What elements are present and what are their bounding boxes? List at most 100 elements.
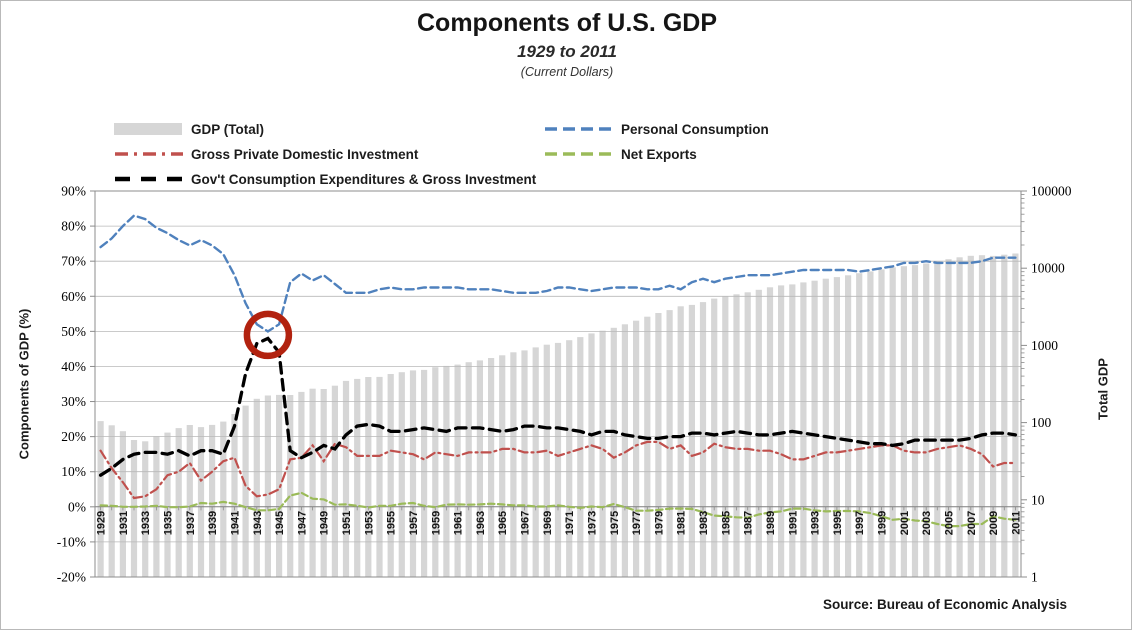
gdp-total-bar: [365, 377, 372, 577]
gdp-total-bar: [778, 285, 785, 577]
x-axis-year-label: 1953: [363, 511, 375, 535]
gdp-total-bar: [488, 358, 495, 577]
x-axis-year-label: 1987: [743, 511, 755, 535]
gdp-total-bar: [108, 425, 115, 577]
gdp-total-bar: [599, 330, 606, 577]
gdp-total-bar: [990, 255, 997, 577]
gdp-total-bar: [264, 395, 271, 577]
x-axis-year-label: 1955: [386, 511, 398, 535]
gdp-total-bar: [800, 282, 807, 577]
left-axis-tick-label: 30%: [61, 394, 86, 409]
x-axis-year-label: 1943: [252, 511, 264, 535]
left-axis-tick-label: -20%: [57, 570, 86, 585]
gdp-total-bar: [911, 265, 919, 577]
gdp-total-bar: [633, 320, 640, 577]
gdp-total-bar: [97, 421, 104, 577]
chart-subtitle-units: (Current Dollars): [520, 65, 614, 79]
highlight-circle-annotation: [243, 310, 293, 360]
gdp-total-bar: [978, 255, 986, 577]
left-axis-tick-label: 20%: [61, 429, 86, 444]
gdp-total-bar: [934, 261, 941, 577]
gdp-total-bar: [320, 389, 327, 577]
x-axis-year-label: 1949: [319, 511, 331, 535]
gdp-total-bar: [465, 362, 472, 577]
x-axis-year-label: 1957: [408, 511, 420, 535]
x-axis-year-label: 2007: [966, 511, 978, 535]
x-axis-year-label: 1997: [854, 511, 866, 535]
legend-item-gdp-total: GDP (Total): [114, 121, 264, 137]
gdp-total-bar: [287, 395, 294, 577]
net-exports-swatch: [545, 152, 613, 156]
gdp-total-bar: [577, 337, 584, 577]
x-axis-year-label: 1995: [832, 511, 844, 535]
left-axis-tick-label: 70%: [61, 254, 86, 269]
gdp-total-bar: [242, 405, 249, 577]
gdp-total-bar: [376, 376, 383, 577]
x-axis-year-label: 1933: [140, 511, 152, 535]
legend-label: Net Exports: [621, 146, 697, 162]
gdp-total-bar: [543, 344, 550, 577]
legend-item-personal-consumption: Personal Consumption: [544, 121, 769, 137]
x-axis-year-label: 1979: [653, 511, 665, 535]
x-axis-year-label: 2009: [988, 511, 1000, 535]
gdp-total-bar: [967, 255, 974, 578]
gdp-total-bar: [833, 277, 840, 577]
axes-group: [90, 190, 1027, 578]
chart-title: Components of U.S. GDP: [417, 9, 717, 37]
gdp-total-bar: [621, 324, 628, 577]
gdp-total-bar: [945, 259, 952, 577]
series-line-gross-private-domestic-investment: [99, 440, 1017, 500]
right-axis-tick-label: 1000: [1031, 338, 1058, 353]
annotation-group: [243, 310, 293, 360]
plot-frame: [94, 190, 1022, 578]
left-axis-tick-label: 10%: [61, 464, 86, 479]
gdp-total-bar: [532, 347, 539, 577]
gdp-total-bar: [253, 398, 260, 577]
gdp-total-bar: [521, 350, 528, 577]
government-swatch: [115, 176, 183, 182]
gdp-total-bar: [856, 273, 863, 577]
gdp-total-bar: [209, 424, 216, 577]
gdp-total-bar: [331, 385, 338, 577]
gdp-total-bar: [610, 327, 617, 577]
x-axis-year-label: 1981: [676, 511, 688, 535]
x-axis-year-label: 1947: [296, 511, 308, 535]
x-axis-year-label: 1945: [274, 511, 286, 535]
gdp-total-bar: [822, 278, 829, 577]
left-axis-tick-label: 80%: [61, 219, 86, 234]
legend-item-government: Gov't Consumption Expenditures & Gross I…: [114, 171, 536, 187]
gdp-total-bar: [454, 364, 461, 577]
gdp-total-bar: [231, 414, 238, 577]
gdp-total-swatch: [114, 123, 182, 135]
tick-labels-group: 90% 80% 70% 60% 50% 40% 30% 20% 10% 0% -10% -20% 100…: [57, 184, 1072, 585]
gdp-total-bar: [766, 287, 774, 577]
x-axis-year-label: 1965: [497, 511, 509, 535]
x-axis-year-label: 1969: [542, 511, 554, 535]
x-axis-year-label: 1959: [430, 511, 442, 535]
gdp-total-bar: [421, 369, 428, 577]
gdp-total-bar: [655, 313, 662, 577]
legend-label: Personal Consumption: [621, 121, 769, 137]
gdp-total-bar: [220, 421, 227, 577]
gdp-total-bar: [1012, 253, 1019, 577]
gdp-total-bar: [666, 310, 673, 577]
gdp-total-bar: [711, 298, 718, 577]
gdp-total-bar: [1001, 254, 1008, 577]
gdp-total-bar: [867, 271, 874, 577]
gdp-total-bar: [733, 294, 740, 577]
x-axis-year-label: 2011: [1010, 511, 1022, 535]
gdp-total-bar: [387, 374, 394, 577]
x-axis-year-label: 1999: [877, 511, 889, 535]
x-axis-year-label: 1989: [765, 511, 777, 535]
legend-item-private-investment: Gross Private Domestic Investment: [114, 146, 418, 162]
x-axis-year-label: 1963: [475, 511, 487, 535]
gdp-total-bar: [688, 304, 695, 577]
x-axis-year-label: 1941: [230, 511, 242, 535]
x-axis-year-label: 2005: [944, 511, 956, 535]
series-line-net-exports: [99, 491, 1017, 528]
series-line-personal-consumption: [99, 214, 1017, 333]
left-axis-tick-label: -10%: [57, 534, 86, 549]
x-axis-year-label: 1975: [609, 511, 621, 535]
x-axis-year-label: 1961: [453, 511, 465, 535]
